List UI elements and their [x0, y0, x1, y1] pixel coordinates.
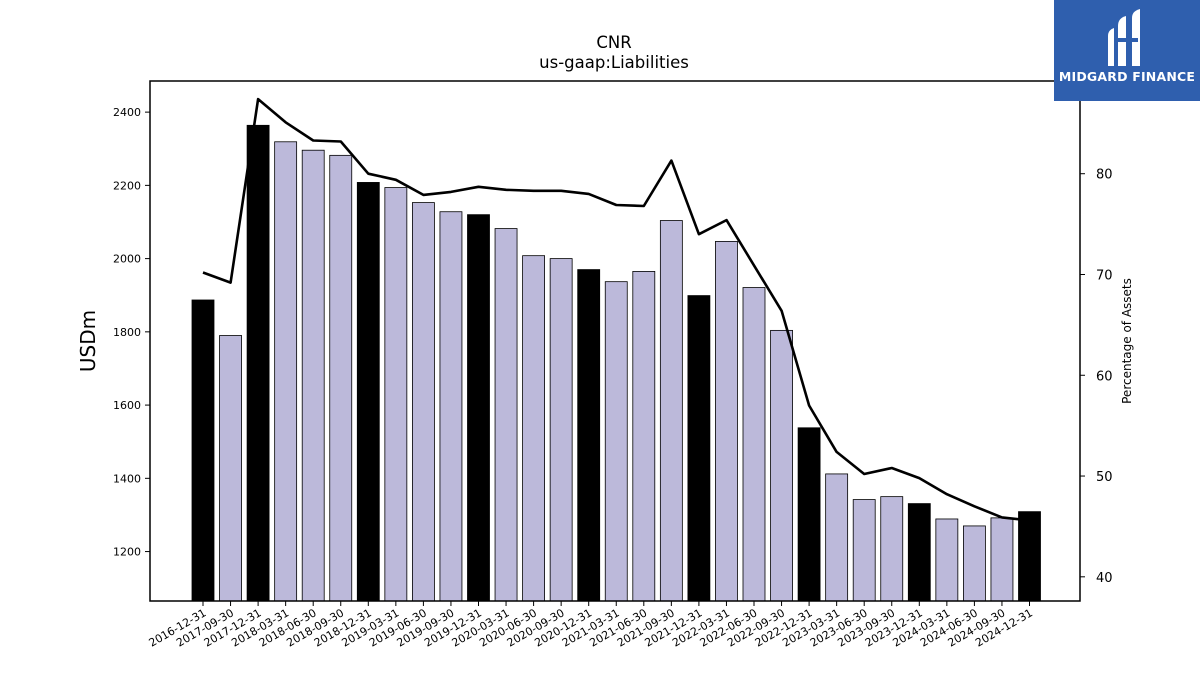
brand-name: MIDGARD FINANCE — [1058, 69, 1196, 84]
bar-2020-06-30 — [522, 255, 545, 602]
y-axis-right: 40 50 60 70 80 — [1080, 168, 1113, 586]
y-axis-left: 1200 1400 1600 1800 2000 2200 2400 — [113, 106, 150, 559]
chart-subtitle: us-gaap:Liabilities — [539, 53, 689, 72]
y-tick-label-1800: 1800 — [113, 326, 141, 339]
line-layer — [202, 97, 1030, 522]
bar-2019-09-30 — [439, 211, 463, 602]
bar-2020-12-31 — [577, 269, 601, 602]
bar-2024-03-31 — [935, 518, 959, 602]
plot-frame — [149, 80, 1081, 602]
midgard-logo-icon — [1108, 9, 1140, 66]
bar-2023-09-30 — [880, 496, 904, 602]
y-tick-label-1600: 1600 — [113, 399, 141, 412]
y2-axis-label: Percentage of Assets — [1120, 278, 1134, 404]
bar-2018-09-30 — [329, 154, 353, 602]
bar-2019-06-30 — [411, 202, 435, 602]
y-tick-label-2400: 2400 — [113, 106, 141, 119]
bar-2021-06-30 — [632, 271, 656, 602]
chart-title: CNR — [596, 33, 631, 52]
bar-2023-03-31 — [825, 473, 849, 602]
brand-logo: MIDGARD FINANCE — [1054, 0, 1200, 101]
percentage-of-assets-line — [202, 97, 1030, 522]
y2-tick-label-60: 60 — [1096, 369, 1113, 384]
bar-2016-12-31 — [191, 299, 215, 602]
bar-2017-09-30 — [219, 335, 242, 602]
y-tick-label-2000: 2000 — [113, 253, 141, 266]
bar-2022-03-31 — [715, 240, 738, 602]
y2-tick-label-50: 50 — [1096, 470, 1113, 485]
y2-tick-label-80: 80 — [1096, 168, 1113, 183]
bar-2018-03-31 — [274, 141, 298, 602]
bar-2024-06-30 — [963, 525, 986, 602]
bar-2022-09-30 — [770, 329, 793, 602]
bar-2017-12-31 — [246, 124, 270, 602]
bars-layer — [191, 124, 1041, 602]
bar-2022-12-31 — [797, 427, 821, 602]
bar-2019-03-31 — [384, 187, 408, 602]
y-tick-label-1400: 1400 — [113, 472, 141, 485]
bar-2021-12-31 — [687, 295, 711, 602]
y2-tick-label-40: 40 — [1096, 571, 1113, 586]
bar-2020-09-30 — [549, 258, 573, 602]
bar-2024-09-30 — [990, 517, 1014, 602]
bar-2021-03-31 — [604, 281, 628, 602]
bar-2018-12-31 — [356, 182, 380, 602]
x-axis: 2016-12-312017-09-302017-12-312018-03-31… — [147, 601, 1035, 650]
y-tick-label-1200: 1200 — [113, 546, 141, 559]
bar-2022-06-30 — [742, 287, 766, 602]
bar-2018-06-30 — [301, 149, 325, 602]
bar-2023-12-31 — [907, 503, 931, 602]
y-axis-label: USDm — [76, 310, 100, 372]
bar-2023-06-30 — [852, 499, 876, 602]
y-tick-label-2200: 2200 — [113, 179, 141, 192]
bar-2019-12-31 — [467, 214, 490, 602]
bar-2021-09-30 — [659, 220, 683, 602]
y2-tick-label-70: 70 — [1096, 268, 1113, 283]
bar-2024-12-31 — [1018, 511, 1041, 602]
bar-2020-03-31 — [494, 228, 518, 602]
